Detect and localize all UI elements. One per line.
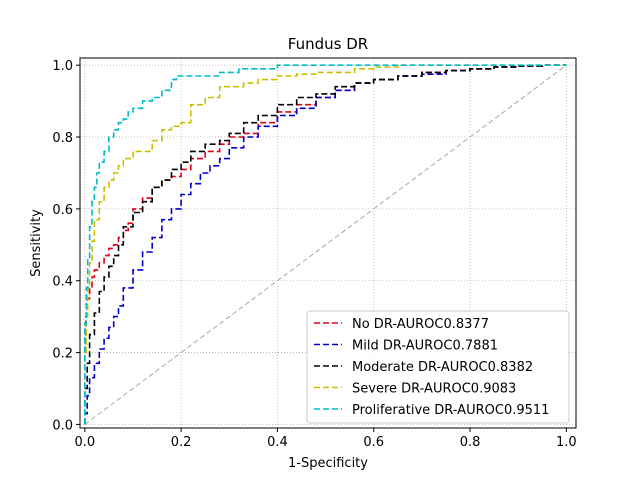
- x-axis-ticks: 0.0 0.2 0.4 0.6 0.8 1.0: [74, 428, 577, 450]
- legend-box: [306, 310, 570, 424]
- legend-label: No DR-AUROC0.8377: [352, 317, 489, 332]
- legend-label: Moderate DR-AUROC0.8382: [352, 360, 533, 375]
- series-line-3: [84, 64, 567, 425]
- y-tick-label: 0.8: [52, 131, 73, 146]
- x-tick-label: 0.6: [363, 435, 384, 450]
- y-axis-label: Sensitivity: [29, 209, 44, 277]
- legend-label: Severe DR-AUROC0.9083: [352, 382, 516, 397]
- series-group: [84, 64, 567, 425]
- x-tick-label: 0.8: [460, 435, 481, 450]
- x-tick-label: 0.0: [74, 435, 95, 450]
- chance-line-group: [84, 64, 567, 425]
- x-tick-label: 1.0: [556, 435, 577, 450]
- chance-line: [84, 64, 567, 425]
- y-axis-ticks: 0.0 0.2 0.4 0.6 0.8 1.0: [52, 59, 80, 433]
- chart-title: Fundus DR: [288, 35, 368, 53]
- series-line-2: [84, 64, 567, 425]
- y-tick-label: 1.0: [52, 59, 73, 74]
- legend-label: Proliferative DR-AUROC0.9511: [352, 403, 549, 418]
- y-tick-label: 0.6: [52, 203, 73, 218]
- legend-label: Mild DR-AUROC0.7881: [352, 339, 498, 354]
- y-tick-label: 0.4: [52, 275, 73, 290]
- legend: No DR-AUROC0.8377 Mild DR-AUROC0.7881 Mode…: [306, 310, 570, 424]
- x-axis-label: 1-Specificity: [288, 456, 368, 471]
- y-tick-label: 0.0: [52, 418, 73, 433]
- series-line-4: [84, 64, 567, 425]
- plot-frame: [79, 57, 577, 429]
- x-tick-label: 0.4: [267, 435, 288, 450]
- y-tick-label: 0.2: [52, 347, 73, 362]
- x-tick-label: 0.2: [171, 435, 192, 450]
